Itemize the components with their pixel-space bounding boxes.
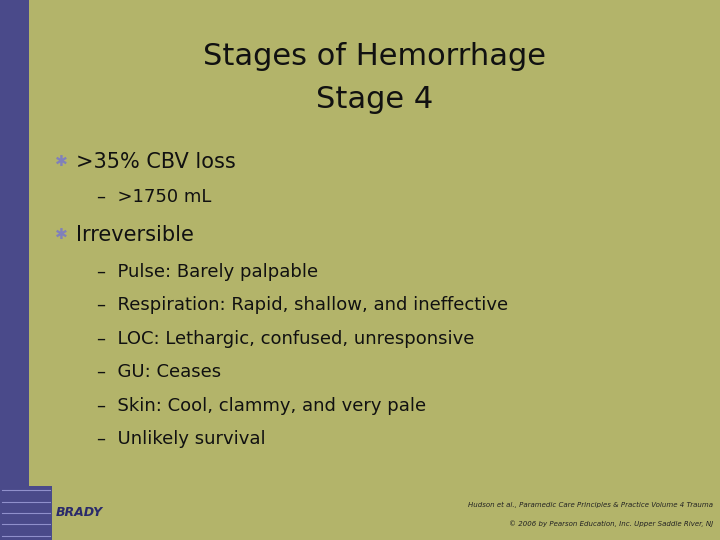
FancyBboxPatch shape — [0, 0, 29, 540]
Text: Irreversible: Irreversible — [76, 225, 194, 245]
Text: Hudson et al., Paramedic Care Principles & Practice Volume 4 Trauma: Hudson et al., Paramedic Care Principles… — [468, 502, 713, 508]
Text: ✱: ✱ — [55, 227, 68, 242]
Text: –  Unlikely survival: – Unlikely survival — [97, 430, 266, 448]
Text: –  Respiration: Rapid, shallow, and ineffective: – Respiration: Rapid, shallow, and ineff… — [97, 296, 508, 314]
Text: >35% CBV loss: >35% CBV loss — [76, 152, 235, 172]
Text: –  Skin: Cool, clammy, and very pale: – Skin: Cool, clammy, and very pale — [97, 396, 426, 415]
Text: Stages of Hemorrhage: Stages of Hemorrhage — [203, 42, 546, 71]
Text: ✱: ✱ — [55, 154, 68, 170]
Text: © 2006 by Pearson Education, Inc. Upper Saddle River, NJ: © 2006 by Pearson Education, Inc. Upper … — [508, 521, 713, 527]
Text: BRADY: BRADY — [55, 507, 102, 519]
FancyBboxPatch shape — [0, 486, 720, 540]
Text: –  >1750 mL: – >1750 mL — [97, 188, 212, 206]
FancyBboxPatch shape — [0, 486, 52, 540]
Text: –  Pulse: Barely palpable: – Pulse: Barely palpable — [97, 262, 318, 281]
Text: Stage 4: Stage 4 — [316, 85, 433, 114]
Text: –  LOC: Lethargic, confused, unresponsive: – LOC: Lethargic, confused, unresponsive — [97, 329, 474, 348]
Text: –  GU: Ceases: – GU: Ceases — [97, 363, 221, 381]
